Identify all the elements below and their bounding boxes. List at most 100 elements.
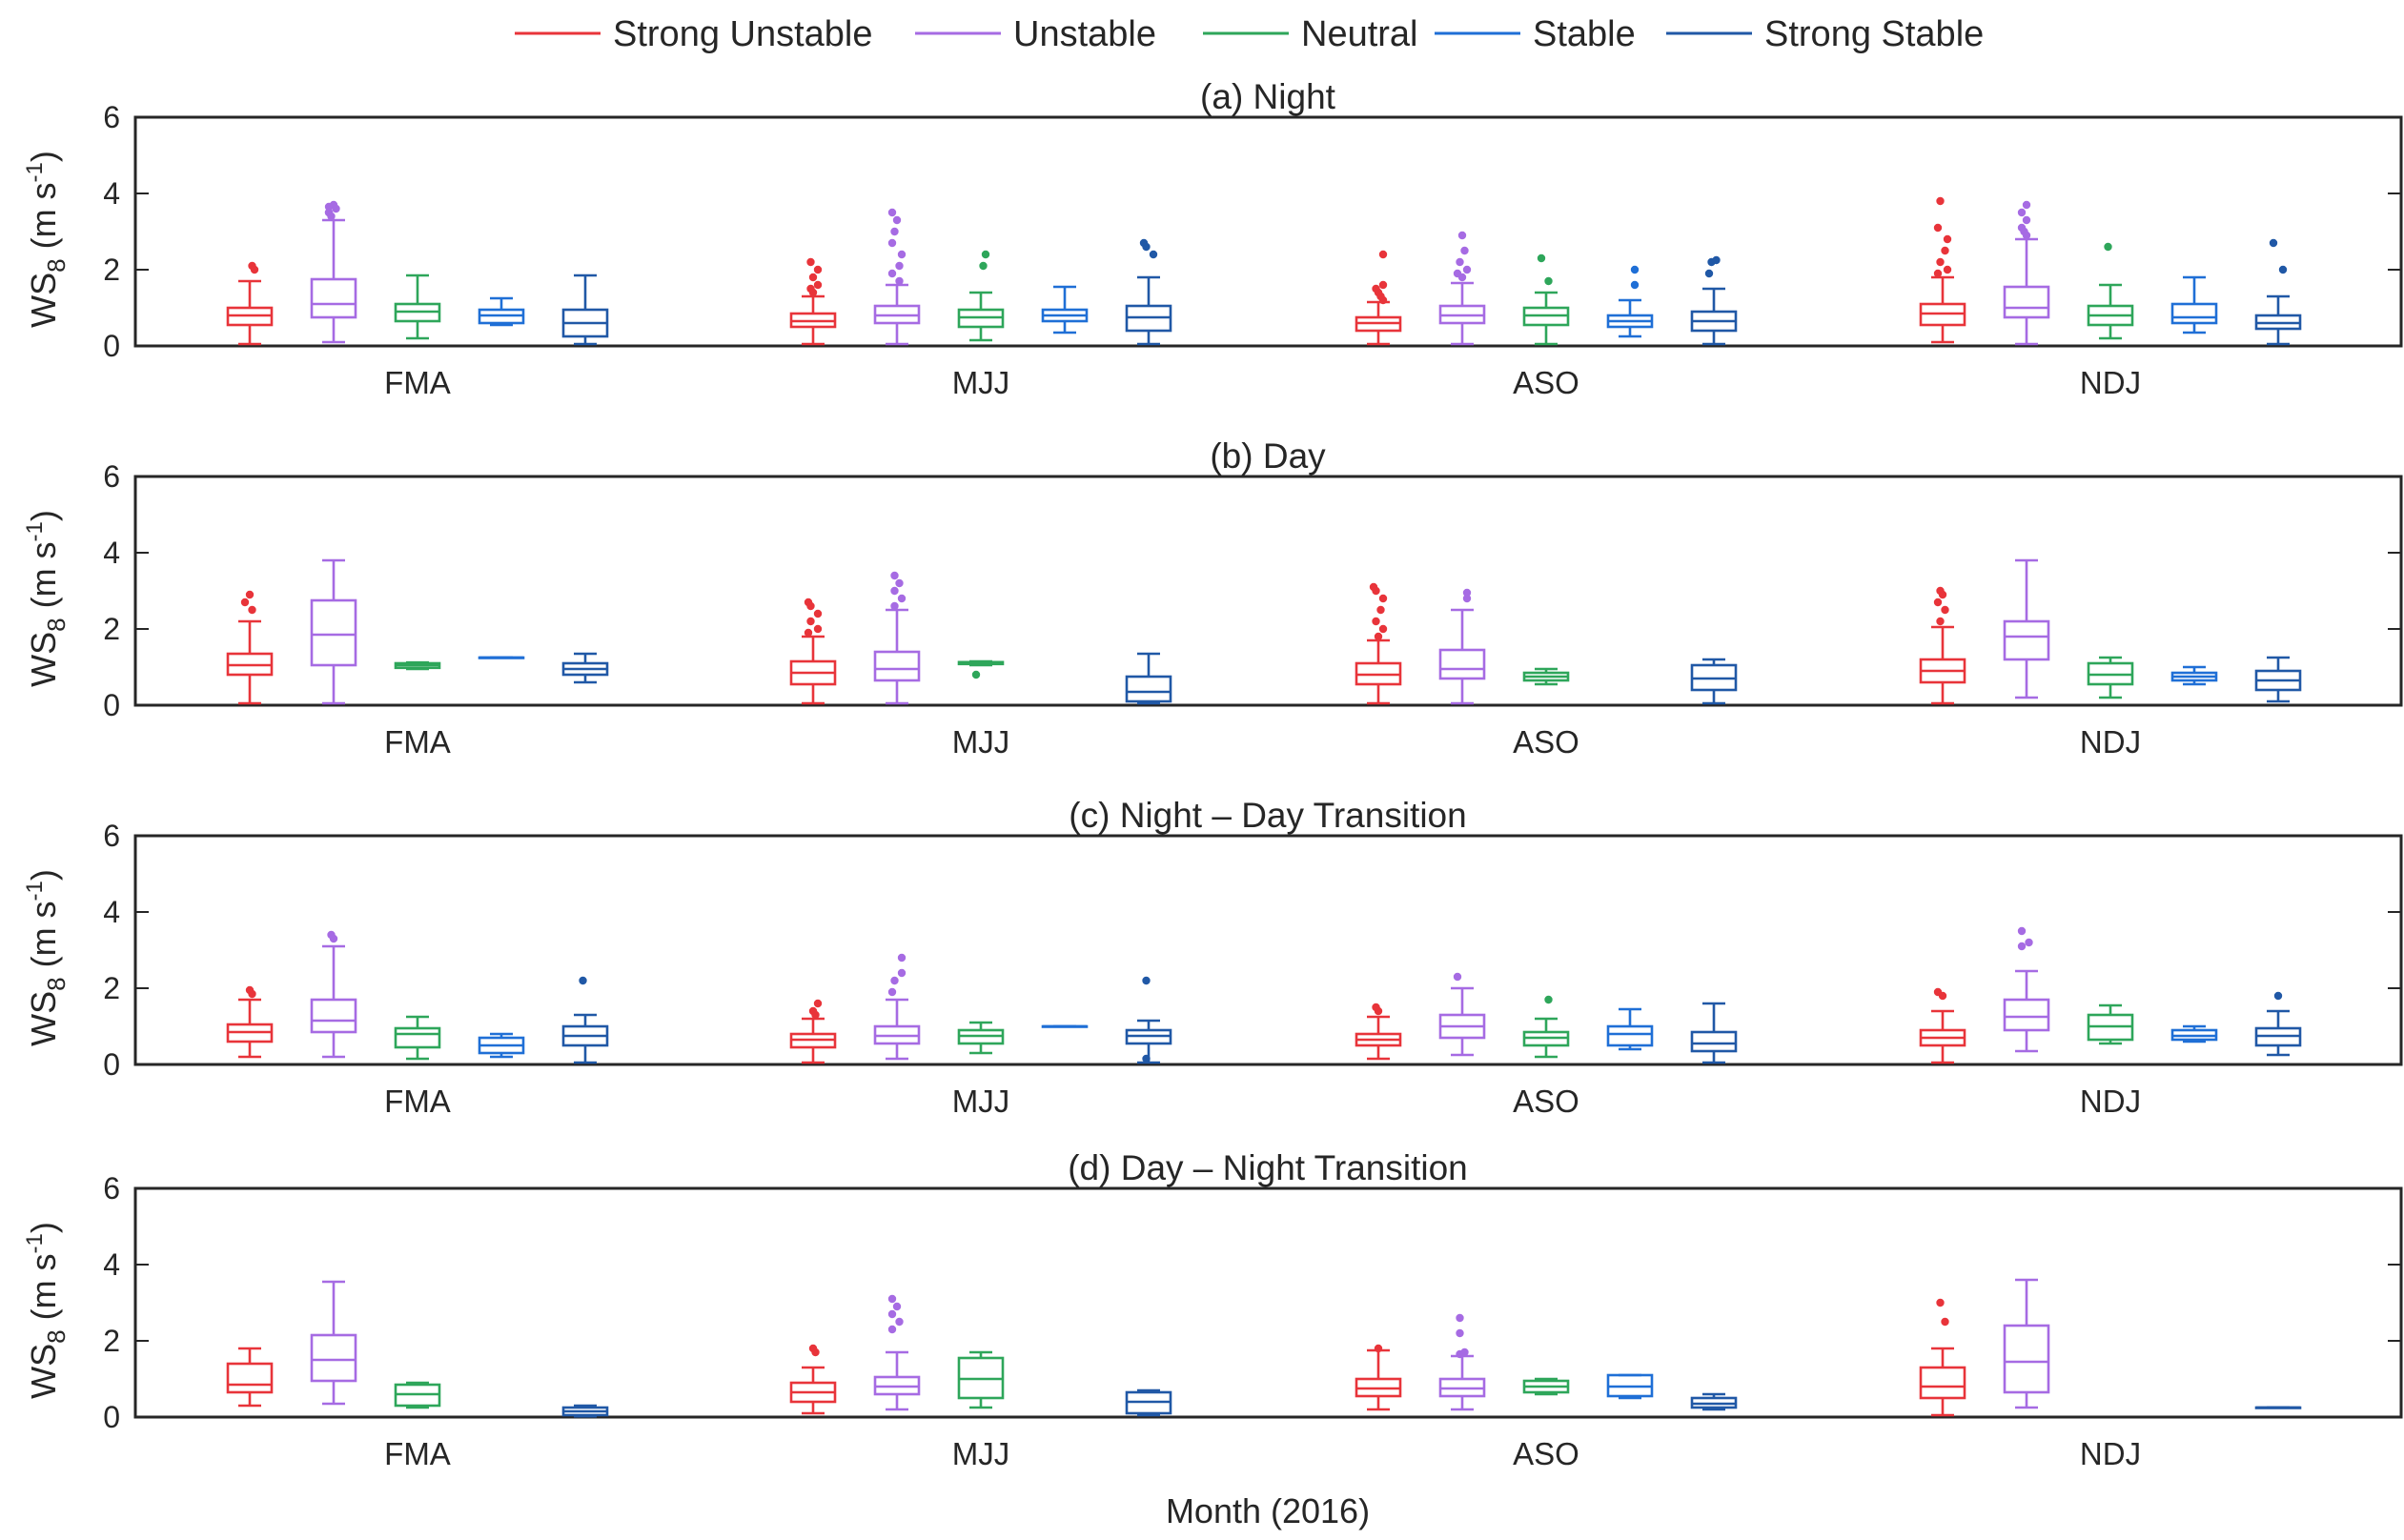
y-label-main: WS [24, 1344, 63, 1399]
box-fma-strong-unstable [226, 985, 274, 1059]
box-aso-unstable [1438, 1313, 1486, 1411]
iqr-box [2003, 285, 2050, 319]
axes-frame [133, 475, 2403, 707]
outlier-point [1943, 265, 1952, 274]
outlier-point [1933, 598, 1943, 607]
y-tick-label: 0 [103, 1047, 120, 1082]
category-label-fma: FMA [384, 724, 451, 760]
outlier-point [2025, 938, 2033, 947]
y-label-subscript: 8 [42, 1329, 71, 1343]
box-fma-neutral [394, 660, 441, 671]
outlier-point [887, 269, 897, 278]
y-label-superscript: -1 [22, 1233, 48, 1253]
iqr-box [310, 598, 357, 667]
y-axis-label: WS8 (m s-1) [22, 510, 71, 687]
iqr-box [394, 1026, 441, 1049]
category-label-mjj: MJJ [952, 1436, 1010, 1471]
box-ndj-unstable [2003, 926, 2050, 1053]
box-mjj-strong-unstable [789, 257, 837, 346]
iqr-box [310, 1333, 357, 1383]
box-mjj-stable [1041, 285, 1089, 334]
outlier-point [1372, 1003, 1380, 1012]
iqr-box [2170, 302, 2218, 325]
axes-frame [133, 115, 2403, 348]
outlier-point [1456, 257, 1464, 267]
box-ndj-strong-unstable [1919, 196, 1966, 344]
outlier-point [1936, 257, 1945, 267]
y-label-superscript: -1 [22, 162, 48, 182]
outlier-point [2017, 208, 2027, 217]
box-aso-strong-unstable [1355, 1003, 1402, 1061]
outlier-point [1372, 617, 1380, 626]
box-aso-strong-stable [1690, 658, 1738, 705]
outlier-point [1933, 269, 1943, 278]
box-fma-strong-unstable [226, 590, 274, 705]
outlier-point [897, 250, 907, 259]
iqr-box [2003, 998, 2050, 1032]
outlier-point [1460, 246, 1469, 255]
outlier-point [1378, 624, 1388, 634]
y-label-subscript: 8 [42, 977, 71, 990]
outlier-point [981, 250, 990, 259]
outlier-point [971, 670, 981, 679]
box-ndj-strong-unstable [1919, 987, 1966, 1064]
box-aso-strong-unstable [1355, 582, 1402, 705]
category-label-mjj: MJJ [952, 724, 1010, 760]
box-mjj-neutral [957, 659, 1005, 679]
outlier-point [1462, 594, 1472, 603]
box-mjj-strong-stable [1125, 238, 1172, 346]
outlier-point [1544, 276, 1553, 286]
outlier-point [1149, 250, 1158, 259]
category-label-aso: ASO [1513, 724, 1579, 760]
category-label-mjj: MJJ [952, 365, 1010, 400]
box-ndj-stable [2170, 275, 2218, 334]
outlier-point [1460, 1348, 1469, 1357]
y-tick-label: 2 [103, 253, 120, 287]
y-label-close: ) [24, 151, 63, 162]
outlier-point [2273, 991, 2283, 1001]
outlier-point [324, 208, 334, 217]
legend: Strong Unstable Unstable Neutral Stable Stro… [515, 14, 1984, 54]
category-label-mjj: MJJ [952, 1084, 1010, 1119]
box-mjj-unstable [873, 953, 921, 1061]
outlier-point [979, 261, 988, 271]
box-mjj-neutral [957, 1021, 1005, 1055]
y-tick-label: 2 [103, 1324, 120, 1358]
outlier-point [813, 999, 823, 1008]
box-aso-stable [1606, 1007, 1654, 1051]
box-ndj-unstable [2003, 1278, 2050, 1409]
panel-title: (c) Night – Day Transition [1069, 796, 1466, 835]
outlier-point [1941, 1317, 1949, 1327]
y-label-main: WS [24, 632, 63, 687]
y-label-units: (m s [24, 1253, 63, 1320]
y-tick-label: 6 [103, 100, 120, 134]
box-ndj-strong-unstable [1919, 586, 1966, 705]
y-label-subscript: 8 [42, 258, 71, 272]
panel-2: (b) Day 0 2 4 6 WS8 (m s-1) FMA MJJ ASO NDJ [22, 436, 2403, 760]
outlier-point [1369, 582, 1378, 592]
category-label-fma: FMA [384, 1084, 451, 1119]
box-aso-unstable [1438, 972, 1486, 1057]
box-aso-stable [1606, 1373, 1654, 1400]
outlier-point [895, 261, 904, 271]
box-mjj-neutral [957, 1350, 1005, 1409]
y-tick-label: 0 [103, 1400, 120, 1434]
category-label-ndj: NDJ [2080, 1084, 2141, 1119]
box-fma-stable [478, 1032, 525, 1059]
box-ndj-unstable [2003, 558, 2050, 699]
legend-label-strong-unstable: Strong Unstable [613, 14, 873, 54]
outlier-point [887, 1325, 897, 1334]
box-ndj-neutral [2087, 242, 2134, 340]
box-ndj-strong-stable [2254, 656, 2302, 703]
y-tick-label: 4 [103, 895, 120, 929]
legend-label-stable: Stable [1533, 14, 1636, 54]
outlier-point [2104, 242, 2112, 252]
box-aso-neutral [1522, 1377, 1570, 1396]
outlier-point [808, 1344, 818, 1353]
outlier-point [1457, 231, 1467, 240]
iqr-box [310, 998, 357, 1034]
y-tick-label: 4 [103, 536, 120, 570]
outlier-point [808, 273, 818, 282]
box-ndj-strong-stable [2254, 238, 2302, 346]
